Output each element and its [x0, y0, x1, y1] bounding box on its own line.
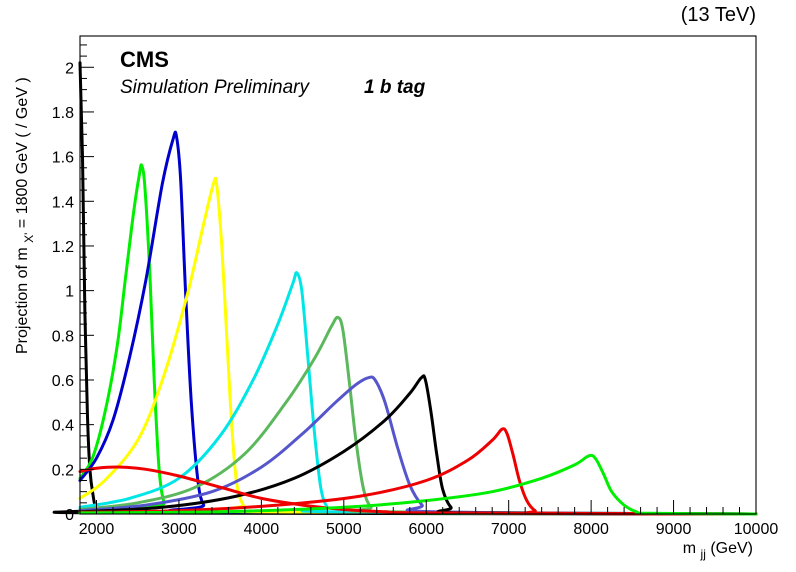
- y-tick-label: 2: [65, 60, 74, 77]
- series-line-7: [78, 375, 758, 516]
- x-tick-label: 9000: [656, 521, 692, 538]
- series-line-10: [78, 427, 758, 516]
- x-axis-title: m jj (GeV): [683, 540, 753, 562]
- plot-frame: [79, 35, 757, 515]
- experiment-label: CMS: [120, 47, 169, 72]
- x-tick-label: 2000: [79, 521, 115, 538]
- x-axis: 2000 3000 4000 5000 6000 7000 8000 9000 10000: [79, 500, 779, 538]
- x-tick-label: 4000: [244, 521, 280, 538]
- y-tick-label: 1.4: [52, 194, 74, 211]
- y-tick-label: 0.8: [52, 328, 74, 345]
- series-line-11: [78, 453, 758, 516]
- y-axis-title-post: = 1800 GeV ( / GeV ): [14, 77, 31, 228]
- y-tick-label: 0.2: [52, 462, 74, 479]
- y-axis-title: Projection of m X' = 1800 GeV ( / GeV ): [14, 77, 37, 354]
- y-tick-label: 0.6: [52, 373, 74, 390]
- x-tick-label: 8000: [573, 521, 609, 538]
- series-line-8: [78, 374, 758, 516]
- y-axis-title-pre: Projection of m: [14, 247, 31, 354]
- category-label: 1 b tag: [364, 77, 426, 98]
- y-tick-label: 0: [65, 507, 74, 524]
- y-tick-label: 1: [65, 284, 74, 301]
- y-tick-label: 1.6: [52, 150, 74, 167]
- x-tick-label: 7000: [491, 521, 527, 538]
- series-line-5: [78, 271, 758, 516]
- x-tick-label: 5000: [326, 521, 362, 538]
- y-tick-label: 0.4: [52, 418, 74, 435]
- x-tick-label: 6000: [408, 521, 444, 538]
- energy-label: (13 TeV): [681, 4, 756, 26]
- x-axis-title-main: m: [683, 540, 696, 557]
- y-tick-label: 1.8: [52, 105, 74, 122]
- y-axis: 0 0.2 0.4 0.6 0.8 1 1.2 1.4 1.6 1.8 2: [52, 44, 94, 524]
- series-lines: [52, 61, 758, 516]
- x-axis-title-unit: (GeV): [710, 540, 753, 557]
- y-axis-title-sub: X': [22, 233, 36, 243]
- y-tick-label: 1.2: [52, 239, 74, 256]
- x-tick-label: 10000: [734, 521, 779, 538]
- x-axis-title-sub: jj: [700, 547, 706, 561]
- status-label: Simulation Preliminary: [120, 77, 311, 98]
- x-tick-label: 3000: [161, 521, 197, 538]
